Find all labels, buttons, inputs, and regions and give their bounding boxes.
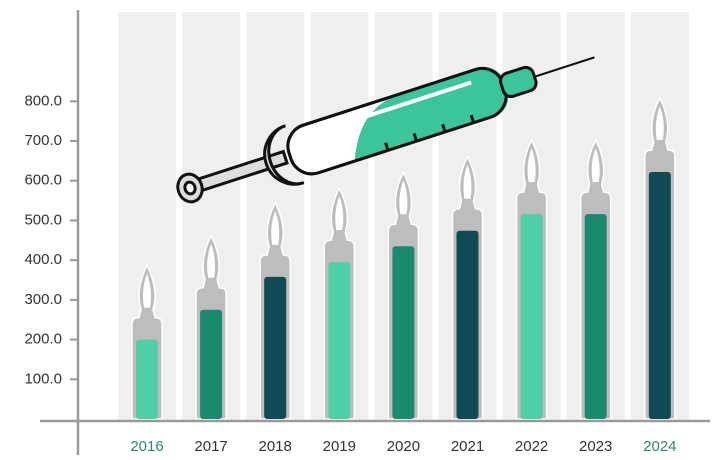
x-tick-label: 2022 — [515, 438, 548, 455]
y-tick-label: 500.0 — [24, 211, 62, 228]
vial-highlight — [335, 196, 344, 231]
bar — [456, 230, 479, 419]
x-tick-label: 2023 — [579, 438, 612, 455]
vial-highlight — [591, 148, 600, 183]
bar — [328, 262, 351, 419]
vial-highlight — [463, 164, 472, 199]
x-tick-label: 2021 — [451, 438, 484, 455]
x-tick-label: 2016 — [130, 438, 163, 455]
vial-highlight — [143, 273, 151, 308]
y-tick-label: 100.0 — [24, 370, 62, 387]
bar — [584, 214, 607, 419]
bar — [648, 172, 671, 419]
bar — [392, 246, 415, 419]
bar — [520, 214, 543, 419]
y-tick-label: 700.0 — [24, 132, 62, 149]
x-tick-label: 2024 — [643, 438, 676, 455]
x-tick-label: 2017 — [194, 438, 227, 455]
x-tick-label: 2020 — [387, 438, 420, 455]
vial-highlight — [271, 210, 280, 245]
bar — [136, 339, 158, 419]
vial-highlight — [399, 180, 408, 215]
y-tick-label: 400.0 — [24, 251, 62, 268]
y-tick-label: 200.0 — [24, 331, 62, 348]
vial-highlight — [207, 243, 216, 278]
y-tick-label: 600.0 — [24, 172, 62, 189]
y-tick-label: 800.0 — [24, 92, 62, 109]
syringe — [176, 56, 595, 204]
vial-highlight — [527, 148, 536, 183]
x-tick-label: 2019 — [323, 438, 356, 455]
x-tick-label: 2018 — [259, 438, 292, 455]
y-tick-label: 300.0 — [24, 291, 62, 308]
bar — [264, 276, 287, 419]
vials — [131, 96, 676, 420]
vial-highlight — [655, 106, 664, 141]
bar — [200, 309, 223, 419]
